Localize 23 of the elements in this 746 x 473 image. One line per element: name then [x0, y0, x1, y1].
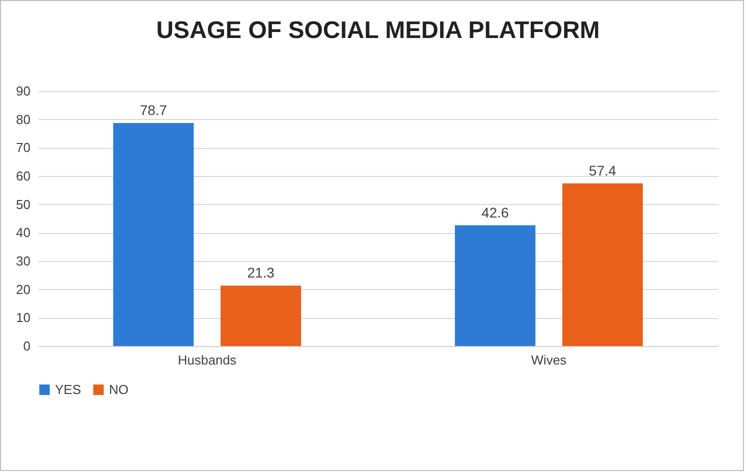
y-tick-label: 50	[16, 196, 30, 212]
y-tick-label: 80	[16, 112, 30, 127]
y-tick-label: 0	[23, 338, 30, 354]
data-label: 78.7	[140, 102, 168, 118]
y-tick-label: 10	[16, 310, 30, 326]
y-tick-label: 30	[16, 254, 30, 268]
bar	[454, 225, 536, 346]
y-tick-label: 40	[16, 225, 30, 240]
y-tick-label: 70	[16, 140, 30, 156]
y-tick-label: 60	[16, 168, 30, 184]
x-tick-label: Husbands	[178, 352, 237, 368]
bar	[113, 123, 194, 346]
data-label: 57.4	[588, 162, 616, 178]
bar	[562, 183, 643, 346]
data-label: 21.3	[247, 264, 275, 281]
y-tick-label: 90	[16, 84, 30, 98]
data-label: 42.6	[482, 204, 509, 220]
y-tick-label: 20	[16, 282, 30, 297]
chart-title: USAGE OF SOCIAL MEDIA PLATFORM	[156, 17, 600, 44]
legend-label: NO	[109, 382, 128, 397]
legend-label: YES	[55, 382, 82, 397]
bar	[220, 286, 302, 346]
x-tick-label: Wives	[531, 352, 568, 368]
